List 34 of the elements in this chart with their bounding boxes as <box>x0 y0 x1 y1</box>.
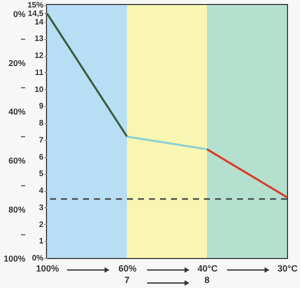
y2-tick-label: 60% <box>8 156 26 166</box>
y-tick-label: 8 <box>39 118 44 128</box>
y-tick-label: 10 <box>34 84 44 94</box>
y-tick-label: 1 <box>39 236 44 246</box>
y-tick-label: 15% <box>27 0 44 10</box>
y-tick-label: 2 <box>39 220 44 229</box>
y-tick-label: 5 <box>39 169 44 178</box>
y2-tick-label: – <box>20 180 26 190</box>
text: 8 <box>204 275 210 285</box>
y-tick-label: 14,5 <box>28 8 44 18</box>
y-tick-label: 3 <box>39 202 44 212</box>
x-tick-label: 100% <box>36 264 60 274</box>
y-tick-label: 0% <box>32 254 44 262</box>
y2-tick-label: 20% <box>8 58 26 68</box>
y-tick-label: 13 <box>34 34 44 44</box>
y-tick-label: 12 <box>34 51 44 60</box>
y2-tick-label: – <box>20 131 26 142</box>
y2-tick-label: – <box>20 82 26 92</box>
y-tick-label: 6 <box>39 152 44 162</box>
y-tick-label: 14 <box>34 17 44 26</box>
y2-tick-label: – <box>20 33 26 44</box>
x-tick-label: 30°C <box>277 264 298 274</box>
y2-tick-label: 100% <box>4 254 26 264</box>
x-tick-label: 60% <box>118 264 137 274</box>
y2-tick-label: 80% <box>8 204 26 215</box>
y-tick-label: 9 <box>39 102 44 111</box>
y-tick-label: 11 <box>35 68 44 77</box>
y2-tick-label: 0% <box>13 8 26 19</box>
y-tick-label: 4 <box>39 186 44 196</box>
y-tick-label: 7 <box>39 135 44 144</box>
y2-tick-label: – <box>20 229 26 240</box>
x-tick-label: 40°C <box>197 264 218 274</box>
y2-tick-label: 40% <box>8 106 26 117</box>
text: 7 <box>124 275 130 285</box>
